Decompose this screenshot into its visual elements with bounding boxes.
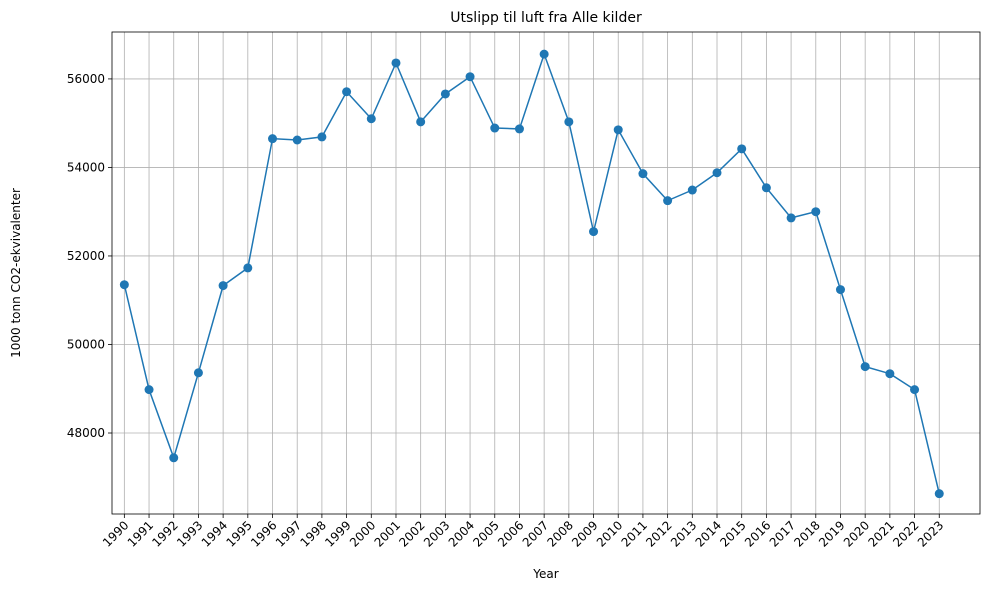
data-point [737,144,747,154]
y-tick-label: 50000 [67,337,105,351]
x-tick-label: 2015 [717,518,748,549]
x-tick-label: 2012 [643,518,674,549]
data-point [835,285,845,295]
chart-title: Utslipp til luft fra Alle kilder [450,10,642,26]
x-tick-label: 1996 [248,518,279,549]
y-axis-label: 1000 tonn CO2-ekvivalenter [9,188,23,358]
x-tick-label: 2002 [396,518,427,549]
x-tick-label: 2013 [668,518,699,549]
data-point [663,196,673,206]
x-tick-label: 2000 [347,518,378,549]
x-tick-label: 2020 [841,518,872,549]
data-point [934,489,944,499]
data-point [119,280,129,290]
x-tick-label: 1998 [298,518,329,549]
x-tick-label: 1992 [149,518,180,549]
data-point [687,185,697,195]
data-point [564,117,574,127]
data-point [910,385,920,395]
x-axis-label: Year [532,567,558,581]
x-tick-label: 2011 [619,518,650,549]
x-tick-label: 2016 [742,518,773,549]
x-tick-label: 1991 [125,518,156,549]
x-tick-label: 2021 [865,518,896,549]
data-point [761,183,771,193]
data-point [712,168,722,178]
data-point [539,49,549,59]
data-point [589,227,599,237]
data-point [193,368,203,378]
data-point [268,134,278,144]
data-point [243,263,253,273]
data-line [123,51,940,494]
x-tick-label: 2014 [693,518,724,549]
x-tick-label: 2010 [594,518,625,549]
data-point [292,135,302,145]
y-tick-label: 54000 [67,160,105,174]
x-tick-label: 2005 [470,518,501,549]
data-point [440,89,450,99]
x-tick-label: 1990 [100,518,131,549]
x-tick-label: 2001 [372,518,403,549]
data-point [490,123,500,133]
x-tick-label: 2009 [569,518,600,549]
data-point [860,362,870,372]
x-tick-label: 2023 [915,518,946,549]
x-tick-label: 2018 [791,518,822,549]
data-point [169,453,179,463]
data-point [885,369,895,379]
data-point [613,125,623,135]
data-point [391,58,401,68]
data-point [218,281,228,291]
data-point [416,117,426,127]
plot-frame [111,31,981,515]
data-point [144,385,154,395]
x-tick-label: 1994 [199,518,230,549]
x-tick-label: 2007 [520,518,551,549]
data-point [638,169,648,179]
x-tick-label: 2022 [890,518,921,549]
y-tick-label: 52000 [67,249,105,263]
data-point [317,132,327,142]
data-point [342,87,352,97]
data-point [811,207,821,217]
x-tick-label: 2003 [421,518,452,549]
data-point [366,114,376,124]
x-tick-label: 1997 [273,518,304,549]
x-tick-label: 1999 [322,518,353,549]
x-tick-label: 2017 [767,518,798,549]
x-tick-label: 1995 [223,518,254,549]
x-tick-label: 2019 [816,518,847,549]
y-tick-label: 56000 [67,72,105,86]
data-point [786,213,796,223]
y-tick-label: 48000 [67,426,105,440]
x-tick-label: 2004 [446,518,477,549]
x-tick-label: 1993 [174,518,205,549]
x-tick-label: 2008 [544,518,575,549]
data-point [465,72,475,82]
x-tick-label: 2006 [495,518,526,549]
data-point [514,124,524,134]
